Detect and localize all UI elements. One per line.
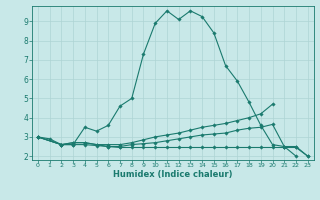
X-axis label: Humidex (Indice chaleur): Humidex (Indice chaleur) (113, 170, 233, 179)
